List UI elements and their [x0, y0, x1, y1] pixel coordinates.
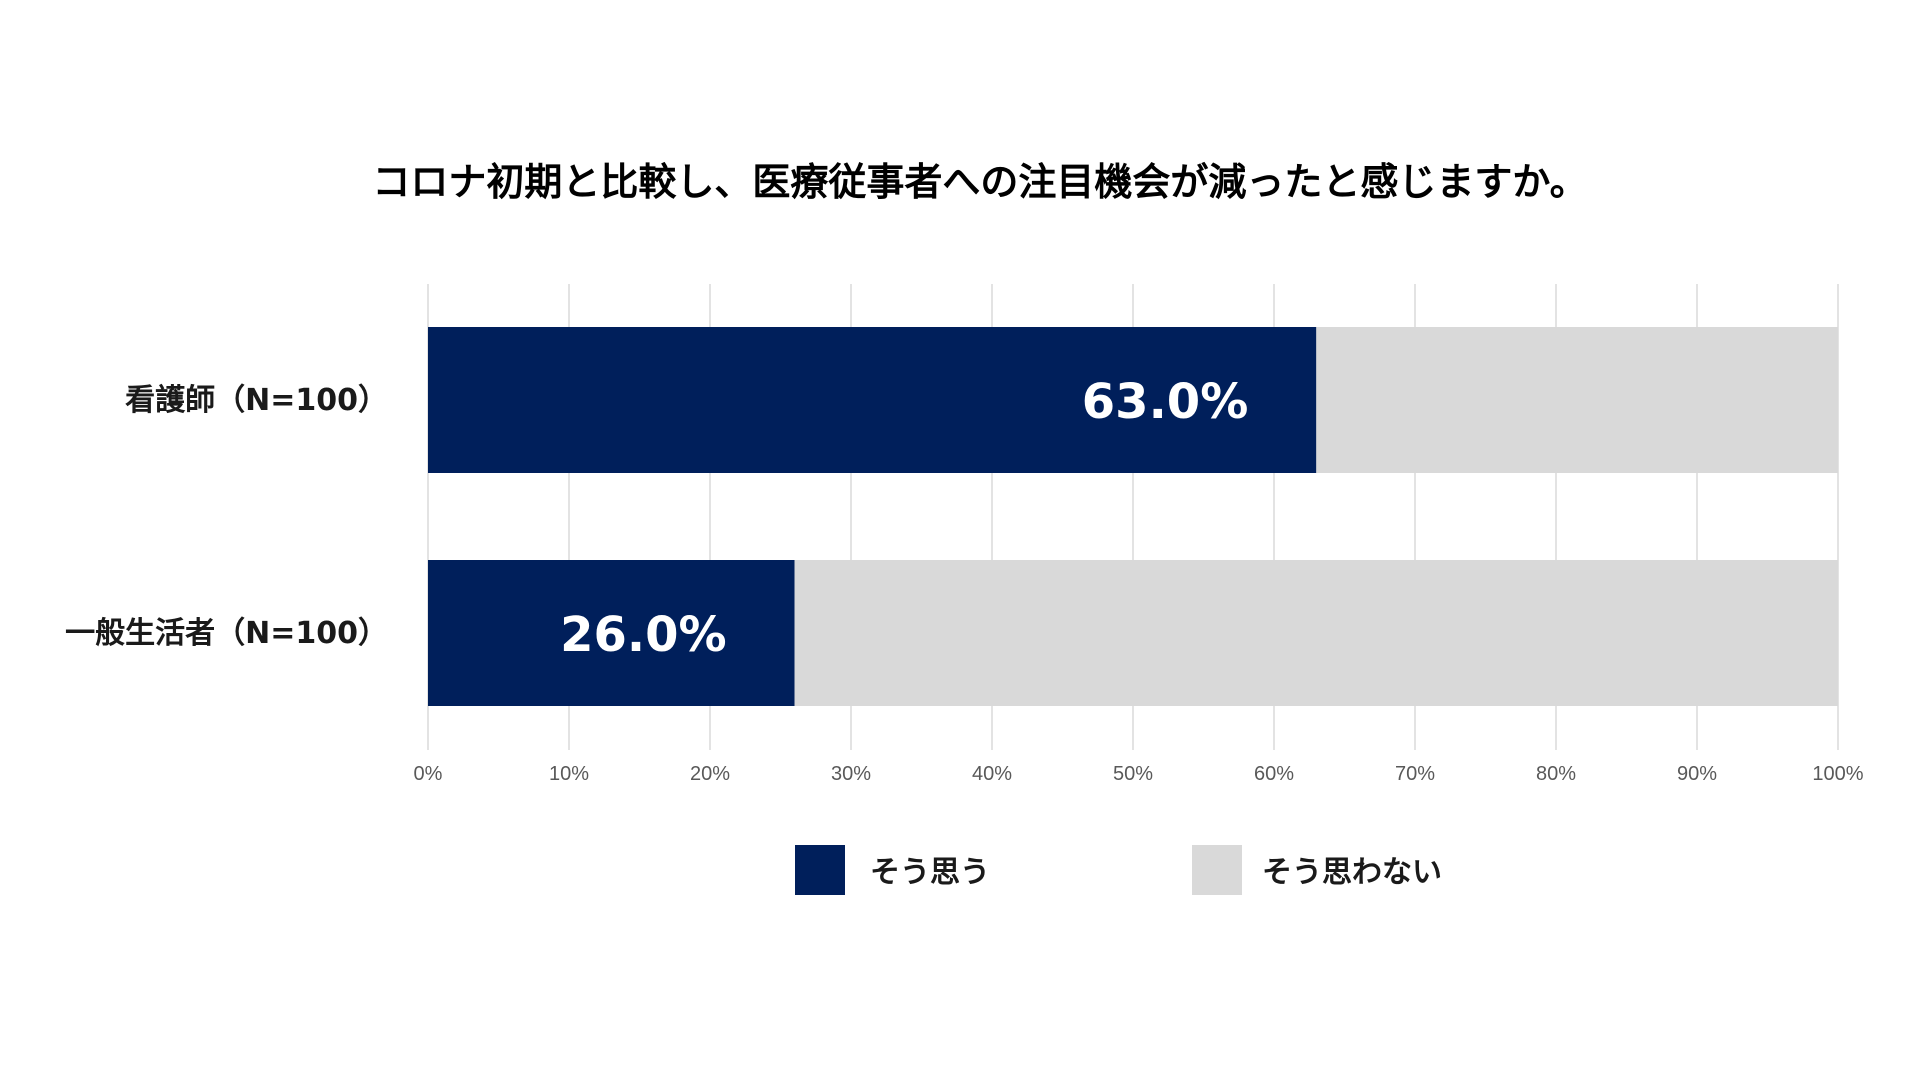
tick-label-10: 10%: [549, 763, 589, 785]
tick-label-80: 80%: [1536, 763, 1576, 785]
bar-agree-0: [428, 327, 1317, 473]
tick-label-30: 30%: [831, 763, 871, 785]
tick-label-0: 0%: [414, 763, 443, 785]
bars: 63.0% 26.0%: [428, 327, 1838, 706]
tick-label-70: 70%: [1395, 763, 1435, 785]
tick-label-50: 50%: [1113, 763, 1153, 785]
bar-disagree-0: [1316, 327, 1838, 473]
data-label-1: 26.0%: [560, 607, 727, 663]
category-labels: 看護師（N=100） 一般生活者（N=100）: [65, 383, 388, 651]
legend: そう思う そう思わない: [795, 845, 1442, 895]
bar-agree-1: [428, 560, 795, 706]
category-label-0: 看護師（N=100）: [125, 383, 388, 418]
tick-label-100: 100%: [1812, 763, 1863, 785]
tick-label-40: 40%: [972, 763, 1012, 785]
legend-label-0: そう思う: [870, 855, 990, 890]
tick-label-20: 20%: [690, 763, 730, 785]
legend-swatch-1: [1192, 845, 1242, 895]
legend-label-1: そう思わない: [1262, 855, 1442, 890]
legend-swatch-0: [795, 845, 845, 895]
bar-disagree-1: [794, 560, 1838, 706]
chart-title: コロナ初期と比較し、医療従事者への注目機会が減ったと感じますか。: [372, 160, 1587, 204]
category-label-1: 一般生活者（N=100）: [65, 616, 388, 651]
x-axis-tick-labels: 0% 10% 20% 30% 40% 50% 60% 70% 80% 90% 100%: [414, 763, 1864, 785]
data-label-0: 63.0%: [1082, 374, 1249, 430]
tick-label-60: 60%: [1254, 763, 1294, 785]
tick-label-90: 90%: [1677, 763, 1717, 785]
